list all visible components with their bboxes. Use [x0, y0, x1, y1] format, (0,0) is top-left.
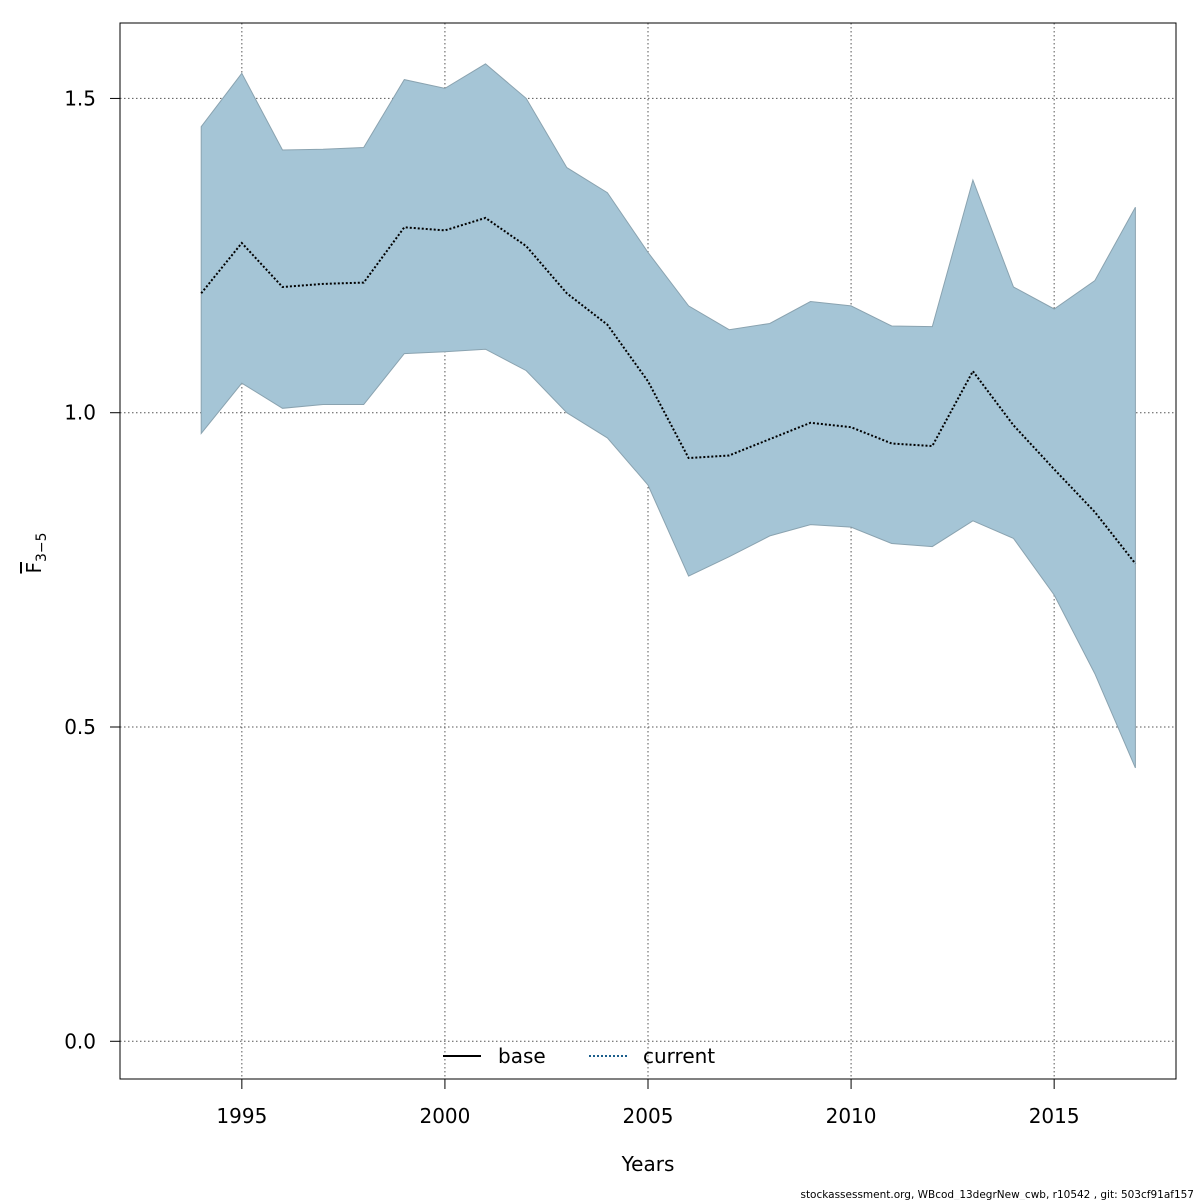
legend-label: base	[498, 1044, 546, 1068]
x-axis-title: Years	[621, 1152, 675, 1176]
y-tick-label: 1.5	[64, 86, 96, 110]
y-tick-label: 0.0	[64, 1029, 96, 1053]
y-axis-title: F3−5	[22, 532, 50, 573]
confidence-band-layer	[200, 63, 1136, 769]
y-axis-title-subscript: 3−5	[34, 532, 50, 562]
x-tick-label: 2000	[419, 1104, 470, 1128]
x-tick-label: 1995	[216, 1104, 267, 1128]
confidence-band	[200, 63, 1136, 769]
x-tick-label: 2005	[623, 1104, 674, 1128]
svg-text:F3−5: F3−5	[22, 532, 50, 573]
y-tick-label: 0.5	[64, 715, 96, 739]
y-axis: 0.0 0.5 1.0 1.5	[64, 86, 121, 1053]
legend: base current	[443, 1044, 715, 1068]
legend-item-current: current	[589, 1044, 715, 1068]
y-axis-title-base: F	[22, 562, 46, 574]
legend-label: current	[643, 1044, 715, 1068]
x-tick-label: 2015	[1029, 1104, 1080, 1128]
x-axis: 1995 2000 2005 2010 2015	[216, 1078, 1080, 1128]
footer-note: stockassessment.org, WBcod_13degrNew_cwb…	[800, 1189, 1194, 1200]
series-line-layer	[200, 216, 1137, 565]
series-line-current	[200, 216, 1137, 565]
y-tick-label: 1.0	[64, 401, 96, 425]
legend-item-base: base	[443, 1044, 546, 1068]
x-tick-label: 2010	[826, 1104, 877, 1128]
